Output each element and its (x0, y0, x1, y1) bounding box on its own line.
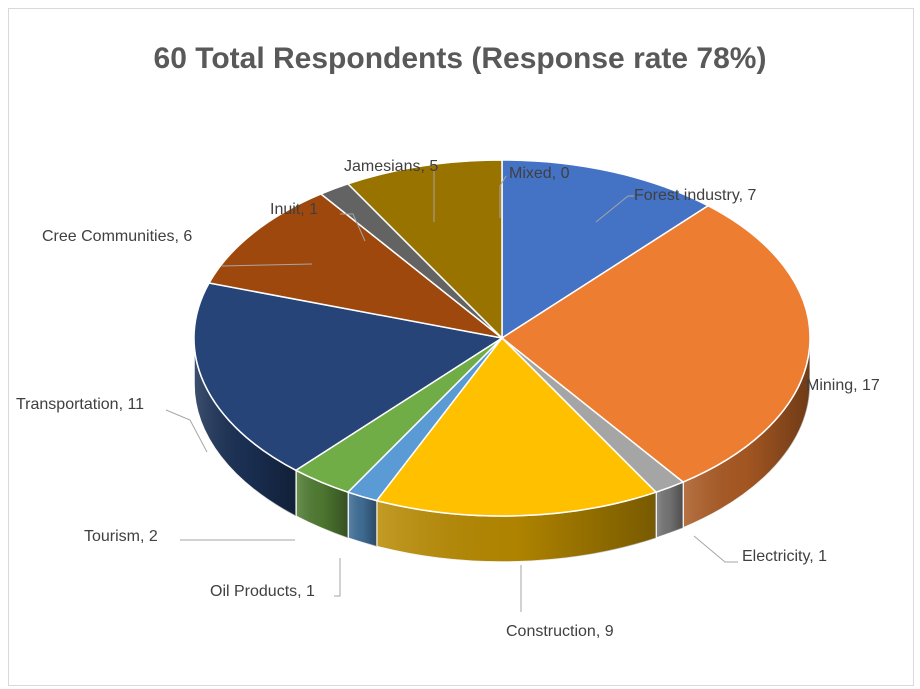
pie-slice-mining (500, 204, 811, 483)
leader-line (693, 535, 738, 563)
pie-side-shading (295, 470, 348, 539)
data-label-jamesians: Jamesians, 5 (344, 158, 438, 175)
pie-side-shading (348, 492, 377, 547)
pie-slice-transportation (193, 282, 504, 472)
pie-slice-construction (375, 336, 658, 517)
pie-slice-forest-industry (501, 159, 710, 340)
pie-side-shading (194, 338, 296, 517)
pie-side-shading (683, 338, 810, 529)
data-label-forest-industry: Forest industry, 7 (634, 187, 757, 204)
data-label-oil-products: Oil Products, 1 (210, 583, 315, 600)
leader-line (499, 175, 507, 218)
data-label-inuit: Inuit, 1 (270, 201, 318, 218)
pie-slice-jamesians (346, 159, 503, 340)
pie-side-shading (656, 482, 684, 539)
leader-line (340, 213, 366, 242)
leader-line (165, 409, 208, 453)
leader-line (334, 558, 341, 597)
data-label-electricity: Electricity, 1 (742, 548, 827, 565)
data-label-transportation: Transportation, 11 (16, 396, 144, 413)
leader-line (221, 263, 313, 267)
leader-line (595, 195, 634, 223)
pie-slice-cree-communities (207, 193, 503, 339)
data-label-construction: Construction, 9 (506, 623, 614, 640)
data-label-mining: Mining, 17 (806, 377, 880, 394)
data-label-cree-communities: Cree Communities, 6 (42, 228, 192, 245)
data-label-mixed: Mixed, 0 (509, 165, 570, 182)
data-label-tourism: Tourism, 2 (84, 528, 158, 545)
chart-title: 60 Total Respondents (Response rate 78%) (153, 42, 767, 75)
